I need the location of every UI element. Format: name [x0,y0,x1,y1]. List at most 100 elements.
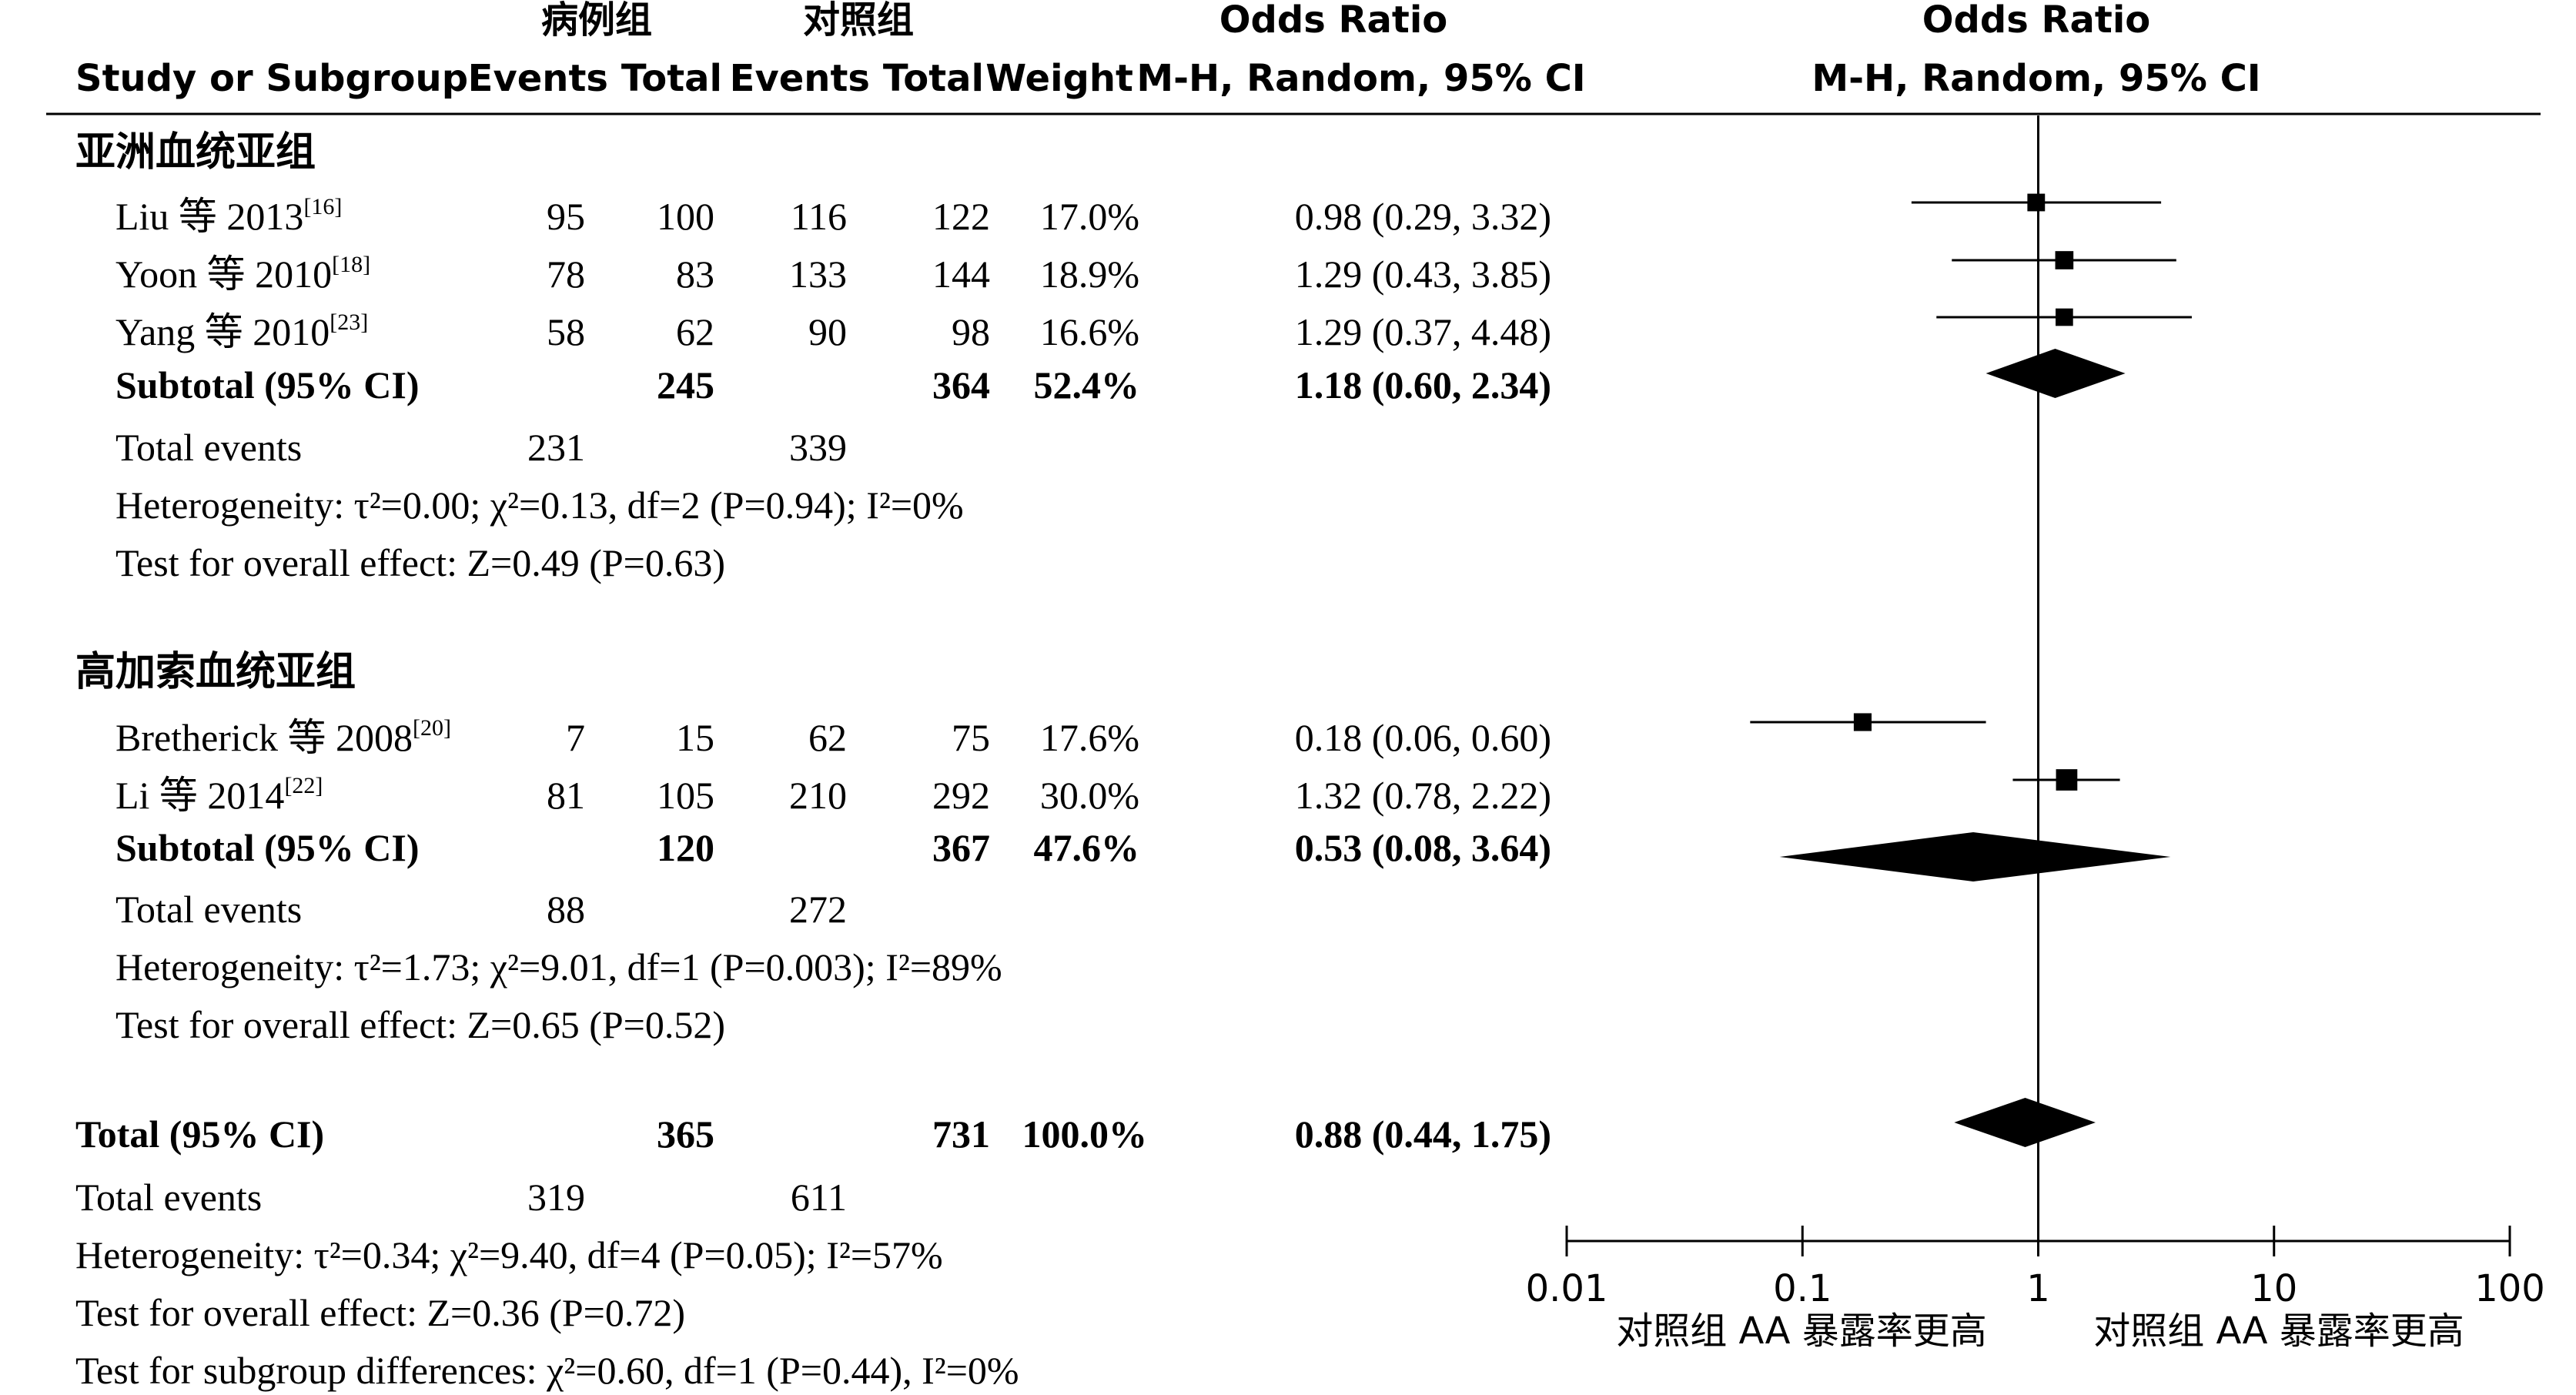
x-axis-ticks: 0.01 0.1 1 10 100 [1526,1226,2545,1310]
total2-column-header: Total [883,57,984,100]
study-name: Yoon 等 2010 [115,253,332,296]
study-column-header: Study or Subgroup [75,57,468,100]
subgroup-title: 高加索血统亚组 [75,649,356,695]
events1-column-header: Events [468,57,608,100]
group2-header: 对照组 [803,0,914,42]
events1-cell: 7 [566,716,585,759]
events2-cell: 62 [808,716,847,759]
subgroup-title: 亚洲血统亚组 [75,129,316,176]
weight-cell: 47.6% [1034,826,1140,869]
total2-cell: 731 [932,1112,990,1156]
events2-cell: 116 [791,195,847,238]
overall-total-label: Total (95% CI) [75,1112,324,1156]
ci-cell: 1.18 (0.60, 2.34) [1295,363,1551,406]
events2-cell: 210 [789,774,847,817]
overall-total-row: Total (95% CI) 365 731 100.0% 0.88 (0.44… [75,1112,1551,1156]
summary-diamond [1779,832,2171,881]
total2-cell: 364 [932,363,990,406]
study-name: Li 等 2014 [115,774,284,817]
summary-diamond [1954,1098,2096,1147]
group1-header: 病例组 [541,0,652,42]
x-tick-label: 0.01 [1526,1267,1608,1310]
heterogeneity-text: Heterogeneity: τ²=0.34; χ²=9.40, df=4 (P… [75,1233,943,1276]
weight-cell: 52.4% [1034,363,1140,406]
weight-column-header: Weight [985,57,1133,100]
study-name: Bretherick 等 2008 [115,716,413,759]
events1-cell: 319 [527,1176,585,1219]
weight-cell: 100.0% [1022,1112,1148,1156]
total1-cell: 100 [657,195,714,238]
x-tick-label: 100 [2474,1267,2545,1310]
subtotal-label: Subtotal (95% CI) [115,363,419,406]
study-reference: [18] [332,252,370,277]
svg-text:Li 等 2014[22]: Li 等 2014[22] [115,773,323,817]
ci-cell: 1.29 (0.43, 3.85) [1295,253,1551,296]
study-row: Bretherick 等 2008[20] 7 15 62 75 17.6% 0… [115,715,1551,759]
subgroup-difference-text: Test for subgroup differences: χ²=0.60, … [75,1349,1019,1392]
plot-or-method-header: M-H, Random, 95% CI [1812,57,2260,100]
weight-cell: 18.9% [1040,253,1139,296]
total1-column-header: Total [621,57,722,100]
events2-cell: 611 [791,1176,847,1219]
subtotal-row: Subtotal (95% CI) 245 364 52.4% 1.18 (0.… [115,363,1551,406]
total2-cell: 367 [932,826,990,869]
x-tick-label: 1 [2026,1267,2050,1310]
point-estimate-square [2056,308,2073,326]
svg-text:Bretherick 等 2008[20]: Bretherick 等 2008[20] [115,715,451,759]
total2-cell: 144 [932,253,990,296]
ci-cell: 0.98 (0.29, 3.32) [1295,195,1551,238]
total-events-row: Total events 88 272 [115,888,847,931]
total1-cell: 245 [657,363,714,406]
point-estimate-square [2056,769,2078,791]
weight-cell: 16.6% [1040,310,1139,353]
overall-effect-text: Test for overall effect: Z=0.65 (P=0.52) [115,1003,725,1046]
weight-cell: 17.6% [1040,716,1139,759]
events1-cell: 81 [547,774,585,817]
study-name: Yang 等 2010 [115,310,330,353]
total2-cell: 292 [932,774,990,817]
total1-cell: 120 [657,826,714,869]
weight-cell: 17.0% [1040,195,1139,238]
x-tick-label: 0.1 [1773,1267,1832,1310]
study-row: Li 等 2014[22] 81 105 210 292 30.0% 1.32 … [115,773,1551,817]
total1-cell: 105 [657,774,714,817]
svg-text:Yang 等 2010[23]: Yang 等 2010[23] [115,309,368,353]
events2-cell: 90 [808,310,847,353]
forest-plot-area: 0.01 0.1 1 10 100 对照组 AA 暴露率更高 对照组 AA 暴露率更高 [1526,115,2545,1353]
total1-cell: 15 [676,716,714,759]
events2-cell: 272 [789,888,847,931]
total-events-row: Total events 319 611 [75,1176,847,1219]
events1-cell: 95 [547,195,585,238]
study-row: Yang 等 2010[23] 58 62 90 98 16.6% 1.29 (… [115,309,1551,353]
total1-cell: 365 [657,1112,714,1156]
favours-left-label: 对照组 AA 暴露率更高 [1616,1310,1987,1353]
study-reference: [20] [413,715,451,741]
heterogeneity-text: Heterogeneity: τ²=0.00; χ²=0.13, df=2 (P… [115,483,964,527]
events2-cell: 133 [789,253,847,296]
subtotal-row: Subtotal (95% CI) 120 367 47.6% 0.53 (0.… [115,826,1551,869]
point-estimate-square [1853,713,1872,731]
plot-or-header: Odds Ratio [1922,0,2151,42]
heterogeneity-text: Heterogeneity: τ²=1.73; χ²=9.01, df=1 (P… [115,945,1002,989]
study-reference: [22] [284,773,323,798]
ci-cell: 0.53 (0.08, 3.64) [1295,826,1551,869]
total-events-label: Total events [75,1176,262,1219]
events1-cell: 58 [547,310,585,353]
point-estimate-square [2055,251,2074,269]
forest-plot-marks [1750,193,2192,1147]
favours-right-label: 对照组 AA 暴露率更高 [2093,1310,2464,1353]
study-reference: [23] [330,309,368,335]
ci-cell: 1.29 (0.37, 4.48) [1295,310,1551,353]
ci-cell: 0.88 (0.44, 1.75) [1295,1112,1551,1156]
subtotal-label: Subtotal (95% CI) [115,826,419,869]
events1-cell: 88 [547,888,585,931]
total2-cell: 122 [932,195,990,238]
ci-cell: 0.18 (0.06, 0.60) [1295,716,1551,759]
events2-cell: 339 [789,426,847,469]
events2-column-header: Events [730,57,870,100]
summary-diamond [1986,349,2126,398]
study-reference: [16] [303,194,342,219]
x-tick-label: 10 [2250,1267,2297,1310]
total2-cell: 98 [952,310,990,353]
